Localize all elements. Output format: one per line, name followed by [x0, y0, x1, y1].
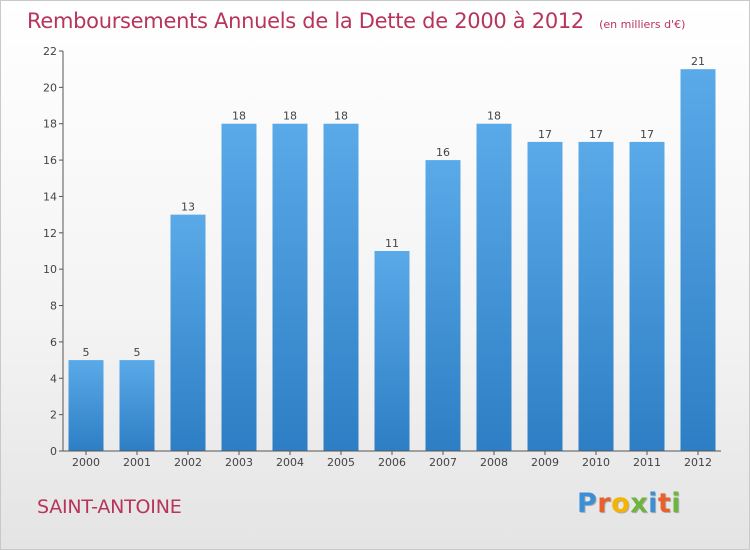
- data-label: 18: [334, 110, 348, 123]
- bar: [221, 123, 257, 452]
- data-label: 18: [232, 110, 246, 123]
- chart-header: Remboursements Annuels de la Dette de 20…: [27, 9, 685, 33]
- data-label: 17: [589, 128, 603, 141]
- data-label: 21: [691, 55, 705, 68]
- y-tick-label: 0: [50, 445, 57, 458]
- logo-letter: x: [630, 488, 649, 519]
- data-label: 5: [134, 346, 141, 359]
- bar: [629, 141, 665, 451]
- bar: [170, 214, 206, 451]
- x-tick-label: 2006: [378, 456, 406, 469]
- x-tick-label: 2003: [225, 456, 253, 469]
- data-label: 18: [283, 110, 297, 123]
- x-tick-label: 2005: [327, 456, 355, 469]
- y-tick-label: 22: [43, 45, 57, 58]
- x-tick-label: 2004: [276, 456, 304, 469]
- y-tick-label: 6: [50, 336, 57, 349]
- y-tick-label: 10: [43, 263, 57, 276]
- chart-title: Remboursements Annuels de la Dette de 20…: [27, 9, 584, 33]
- chart-unit: (en milliers d'€): [599, 18, 686, 31]
- data-label: 17: [640, 128, 654, 141]
- x-tick-label: 2008: [480, 456, 508, 469]
- y-tick-label: 4: [50, 372, 57, 385]
- data-label: 16: [436, 146, 450, 159]
- x-tick-label: 2002: [174, 456, 202, 469]
- bar: [272, 123, 308, 452]
- y-tick-label: 12: [43, 227, 57, 240]
- x-tick-label: 2011: [633, 456, 661, 469]
- bar: [527, 141, 563, 451]
- x-tick-label: 2010: [582, 456, 610, 469]
- bar: [68, 360, 104, 451]
- logo-letter: r: [597, 488, 612, 519]
- bar: [323, 123, 359, 452]
- data-label: 13: [181, 201, 195, 214]
- logo-letter: t: [657, 488, 672, 519]
- x-tick-label: 2012: [684, 456, 712, 469]
- bar: [425, 160, 461, 451]
- logo-letter: o: [611, 488, 631, 519]
- logo-letter: P: [577, 488, 598, 519]
- data-label: 17: [538, 128, 552, 141]
- y-tick-label: 20: [43, 81, 57, 94]
- x-tick-label: 2000: [72, 456, 100, 469]
- axes-layer: 0 2 4 6 8 10 12 14 16 18 20 22 2000 2001 2002 2003 2004 2…: [43, 45, 721, 469]
- y-tick-label: 8: [50, 300, 57, 313]
- proxiti-logo: Proxiti: [577, 488, 681, 519]
- y-tick-label: 16: [43, 154, 57, 167]
- y-tick-label: 2: [50, 409, 57, 422]
- bar: [119, 360, 155, 451]
- logo-letter: i: [648, 488, 658, 519]
- bar: [578, 141, 614, 451]
- logo-letter: i: [671, 488, 682, 519]
- x-tick-label: 2007: [429, 456, 457, 469]
- place-name: SAINT-ANTOINE: [37, 496, 182, 518]
- data-label: 11: [385, 237, 399, 250]
- data-label: 18: [487, 110, 501, 123]
- bar: [680, 69, 716, 451]
- y-tick-label: 18: [43, 118, 57, 131]
- bar: [476, 123, 512, 452]
- bars-layer: 5 5 13 18 18 18 11 16 18 17 17 17 21: [68, 55, 716, 452]
- x-tick-label: 2001: [123, 456, 151, 469]
- y-tick-label: 14: [43, 190, 57, 203]
- x-tick-label: 2009: [531, 456, 559, 469]
- bar: [374, 251, 410, 451]
- data-label: 5: [83, 346, 90, 359]
